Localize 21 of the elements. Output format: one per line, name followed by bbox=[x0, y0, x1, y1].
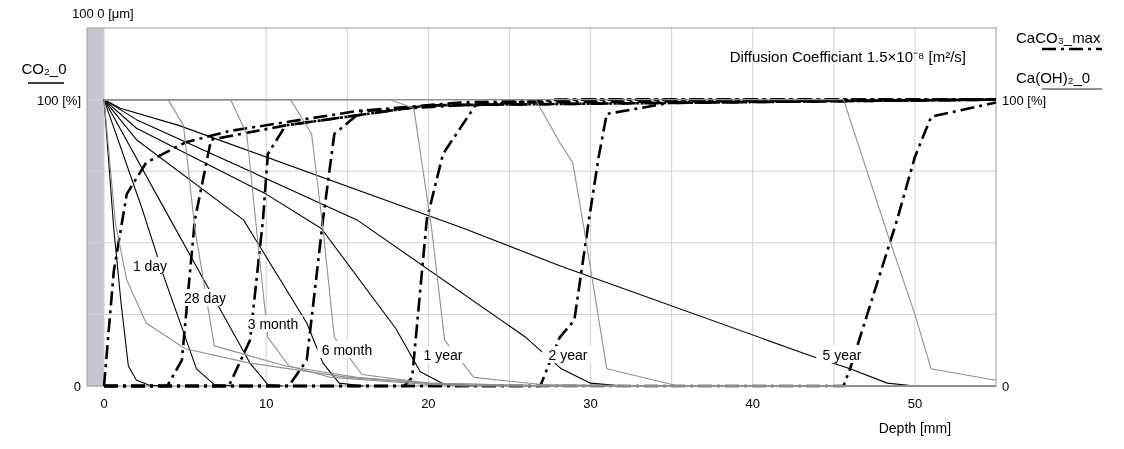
x-tick-label: 10 bbox=[258, 396, 274, 411]
x-tick-label: 0 bbox=[100, 396, 108, 411]
x-tick-label: 30 bbox=[583, 396, 598, 411]
x-tick-label: 40 bbox=[745, 396, 760, 411]
y2-tick-label: 0 bbox=[1002, 379, 1010, 394]
annotation: Diffusion Coefficiant 1.5×10⁻⁸ [m²/s] bbox=[729, 48, 966, 65]
text: CaCO₃_max bbox=[1016, 29, 1101, 46]
y-axis-title: CO₂_0 bbox=[21, 60, 67, 77]
annotation: 5 year bbox=[822, 347, 862, 363]
text: Ca(OH)₂_0 bbox=[1016, 69, 1091, 86]
annotation: 1 day bbox=[132, 258, 168, 274]
annotation: 3 month bbox=[247, 316, 299, 332]
annotation: 6 month bbox=[321, 342, 373, 358]
x-axis-title: Depth [mm] bbox=[878, 420, 952, 436]
x-tick-label: 50 bbox=[907, 396, 923, 411]
y2-tick-label: 100 [%] bbox=[1002, 92, 1047, 108]
annotation: 2 year bbox=[548, 347, 588, 363]
x-tick-label: 20 bbox=[421, 396, 436, 411]
annotation: 28 day bbox=[183, 290, 227, 306]
annotation: 1 year bbox=[423, 347, 463, 363]
text: 100 0 [μm] bbox=[72, 6, 134, 21]
